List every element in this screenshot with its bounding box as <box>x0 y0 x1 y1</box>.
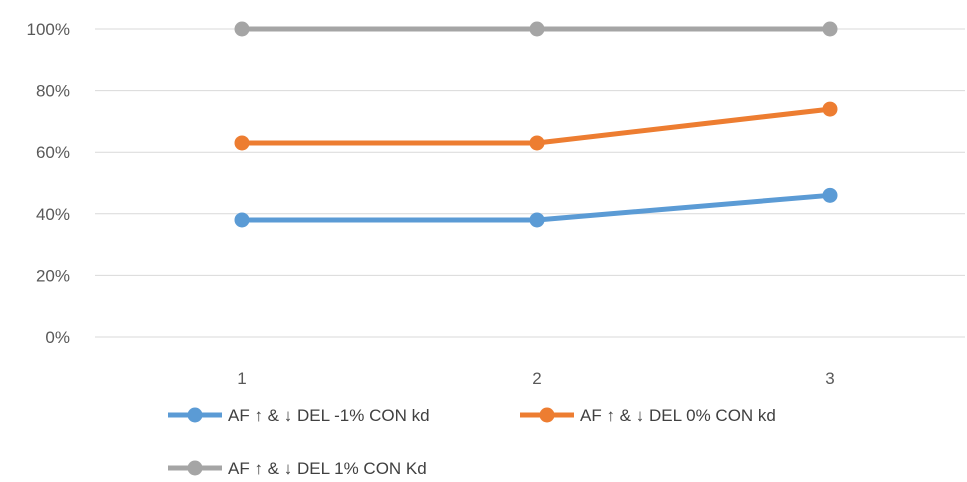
series-3 <box>234 21 838 37</box>
data-point <box>529 212 545 228</box>
legend-label: AF ↑ & ↓ DEL -1% CON kd <box>228 406 430 425</box>
x-tick-label: 1 <box>237 369 246 388</box>
y-tick-label: 0% <box>45 328 70 347</box>
y-axis-tick-labels: 0% 20% 40% 60% 80% 100% <box>27 20 70 347</box>
legend-item: AF ↑ & ↓ DEL 1% CON Kd <box>168 459 427 478</box>
gridlines <box>95 28 965 338</box>
legend-marker <box>187 407 203 423</box>
y-tick-label: 20% <box>36 266 70 285</box>
series-1 <box>234 187 838 228</box>
data-point <box>234 212 250 228</box>
y-tick-label: 40% <box>36 205 70 224</box>
x-tick-label: 2 <box>532 369 541 388</box>
data-point <box>234 135 250 151</box>
series-2 <box>234 101 838 151</box>
data-point <box>822 101 838 117</box>
legend-marker <box>539 407 555 423</box>
series-lines <box>234 21 838 228</box>
data-point <box>529 135 545 151</box>
y-tick-label: 100% <box>27 20 70 39</box>
legend-item: AF ↑ & ↓ DEL 0% CON kd <box>520 406 776 425</box>
y-tick-label: 60% <box>36 143 70 162</box>
legend: AF ↑ & ↓ DEL -1% CON kd AF ↑ & ↓ DEL 0% C… <box>168 406 776 478</box>
legend-marker <box>187 460 203 476</box>
x-axis-tick-labels: 1 2 3 <box>237 369 834 388</box>
data-point <box>234 21 250 37</box>
data-point <box>822 21 838 37</box>
legend-item: AF ↑ & ↓ DEL -1% CON kd <box>168 406 430 425</box>
data-point <box>822 187 838 203</box>
data-point <box>529 21 545 37</box>
legend-label: AF ↑ & ↓ DEL 1% CON Kd <box>228 459 427 478</box>
legend-label: AF ↑ & ↓ DEL 0% CON kd <box>580 406 776 425</box>
x-tick-label: 3 <box>825 369 834 388</box>
y-tick-label: 80% <box>36 82 70 101</box>
